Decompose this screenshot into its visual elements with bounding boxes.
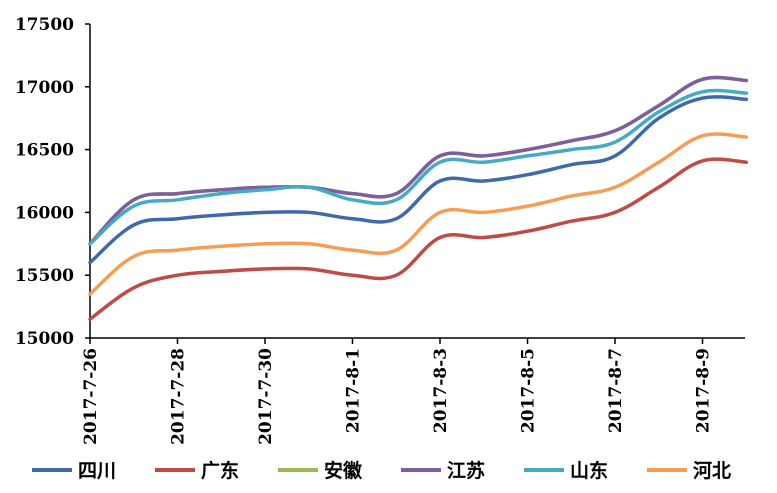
x-tick-label: 2017-7-26 [81, 348, 101, 445]
x-tick-label: 2017-8-1 [344, 348, 364, 433]
legend-label: 江苏 [447, 459, 485, 482]
x-tick-label: 2017-8-3 [431, 348, 451, 433]
series-line-6 [88, 132, 749, 296]
y-tick-label: 17000 [15, 78, 74, 98]
axes: 15000 15500 16000 16500 17000 17500 2017-7-26 2… [15, 15, 745, 445]
legend-label: 四川 [78, 460, 116, 482]
x-tick-label: 2017-8-7 [606, 348, 626, 433]
y-tick-label: 16000 [15, 203, 74, 223]
legend: 四川 广东 安徽 江苏 山东 河北 [32, 459, 731, 482]
y-tick-label: 15500 [15, 266, 74, 286]
series-line-5 [88, 88, 749, 246]
series-line-4 [88, 75, 749, 246]
y-tick-label: 15000 [15, 329, 74, 349]
x-tick-label: 2017-8-5 [519, 348, 539, 433]
legend-label: 广东 [201, 459, 239, 482]
legend-label: 河北 [693, 460, 731, 482]
series-line-1 [88, 95, 749, 265]
series-lines [88, 75, 749, 321]
x-tick-label: 2017-7-28 [169, 348, 189, 445]
y-tick-label: 16500 [15, 141, 74, 161]
series-line-2 [88, 157, 749, 321]
legend-label: 安徽 [324, 459, 363, 482]
y-tick-label: 17500 [15, 15, 74, 35]
legend-label: 山东 [570, 459, 608, 482]
x-tick-label: 2017-7-30 [256, 348, 276, 445]
x-tick-label: 2017-8-9 [694, 348, 714, 433]
